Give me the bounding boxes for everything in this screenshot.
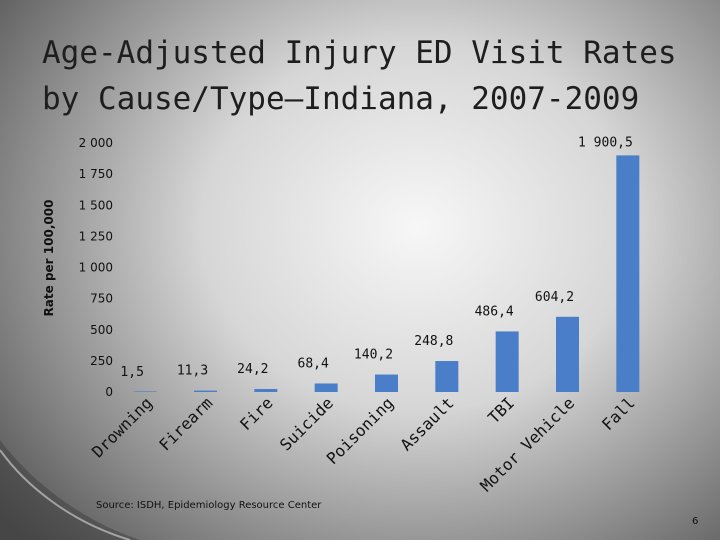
y-tick-label: 250 [90, 354, 113, 368]
page-title: Age-Adjusted Injury ED Visit Rates by Ca… [42, 30, 712, 122]
y-tick-label: 1 500 [79, 198, 113, 212]
x-tick-label: Firearm [155, 393, 216, 454]
bar-assault [435, 361, 459, 392]
y-tick-label: 750 [90, 292, 113, 306]
y-tick-label: 1 250 [79, 229, 113, 243]
bar-fire [254, 388, 278, 392]
y-tick-label: 2 000 [79, 136, 113, 150]
y-tick-label: 1 000 [79, 261, 113, 275]
title-line-2: by Cause/Type—Indiana, 2007-2009 [42, 81, 640, 117]
bar-tbi [495, 331, 519, 392]
x-tick-label: Fire [236, 393, 277, 434]
bar-firearm [194, 390, 217, 392]
data-label: 604,2 [535, 290, 574, 305]
slide-number: 6 [692, 516, 699, 527]
x-tick-label: Suicide [276, 393, 337, 454]
source-note: Source: ISDH, Epidemiology Resource Cent… [96, 500, 322, 511]
bar-suicide [314, 383, 338, 392]
x-tick-label: Assault [397, 393, 458, 454]
data-label: 68,4 [298, 356, 329, 371]
decorative-swoosh [0, 440, 140, 540]
bar-drowning [133, 391, 157, 392]
y-tick-label: 0 [105, 385, 113, 399]
data-label: 486,4 [475, 304, 514, 319]
y-axis-title: Rate per 100,000 [42, 200, 56, 317]
x-tick-label: TBI [484, 393, 518, 427]
x-tick-label: Drowning [88, 393, 156, 461]
data-label: 24,2 [237, 362, 268, 377]
data-label: 1 900,5 [578, 135, 633, 150]
y-tick-label: 500 [90, 323, 113, 337]
data-label: 140,2 [354, 348, 393, 363]
bar-poisoning [375, 374, 398, 392]
data-label: 11,3 [177, 364, 208, 379]
y-tick-label: 1 750 [79, 167, 113, 181]
title-line-1: Age-Adjusted Injury ED Visit Rates [42, 35, 677, 71]
bar-fall [616, 155, 640, 392]
data-label: 1,5 [120, 365, 143, 380]
data-label: 248,8 [414, 334, 453, 349]
bar-motor-vehicle [556, 316, 579, 392]
x-tick-label: Fall [598, 393, 639, 434]
